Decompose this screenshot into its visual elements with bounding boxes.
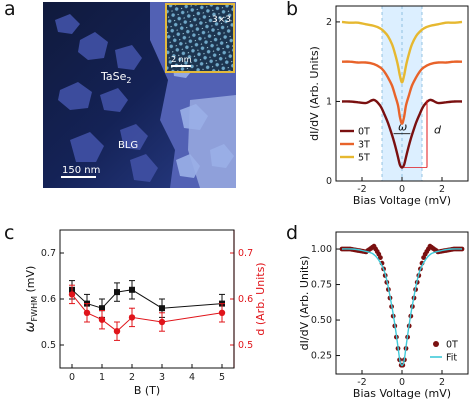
data-point-FWHM: [159, 305, 165, 312]
y-tick-label: 2: [326, 17, 332, 28]
y-tick-label-left: 0.5: [41, 340, 56, 351]
x-tick-label: 1: [99, 372, 105, 383]
y-axis-label: dI/dV (Arb. Units): [298, 256, 311, 351]
series-5T: [341, 20, 463, 84]
x-tick-label: 0: [399, 184, 405, 195]
y-axis-label-left: ωFWHM (mV): [23, 266, 39, 333]
x-tick-label: 0: [69, 372, 75, 383]
inset-scalebar-label: 2 nm: [171, 55, 192, 64]
panel-c-axes: [59, 229, 235, 369]
depth-annotation-label: d: [434, 123, 442, 136]
y-tick-label: 0: [326, 176, 332, 187]
legend-label-5T: 5T: [358, 153, 370, 164]
legend-swatch-0T: [433, 341, 439, 347]
data-point-d: [68, 291, 76, 298]
data-point-d: [128, 314, 136, 321]
x-tick-label: 2: [439, 184, 445, 195]
stm-image-frame: [43, 2, 236, 188]
x-tick-label: 4: [189, 372, 195, 383]
data-point-FWHM: [129, 286, 135, 293]
y-tick-label: 0.75: [311, 280, 332, 291]
x-axis-label: Bias Voltage (mV): [353, 194, 451, 207]
y-tick-label-right: 0.5: [238, 340, 253, 351]
data-point-d: [113, 328, 121, 335]
panel-b-axes: [335, 5, 469, 182]
legend-label-3T: 3T: [358, 140, 370, 151]
panel-a-label: a: [4, 0, 16, 20]
x-tick-label: 0: [399, 377, 405, 388]
x-tick-label: -2: [357, 377, 366, 388]
y-tick-label-left: 0.7: [41, 248, 56, 259]
legend-label-0T: 0T: [358, 127, 370, 138]
tase2-label: TaSe2: [100, 70, 131, 85]
x-tick-label: 2: [439, 377, 445, 388]
x-axis-label: Bias Voltage (mV): [353, 387, 451, 400]
data-point-d: [158, 318, 166, 326]
series-line-d: [71, 294, 223, 332]
x-tick-label: 3: [159, 372, 165, 383]
series-0T: [341, 98, 463, 169]
scalebar-label: 150 nm: [62, 165, 100, 176]
panel-b-label: b: [286, 0, 299, 20]
data-point-FWHM: [99, 305, 105, 312]
y-tick-label-right: 0.7: [238, 248, 253, 259]
legend-label-fit: Fit: [446, 353, 457, 364]
x-tick-label: -2: [357, 184, 366, 195]
panel-c-label: c: [4, 222, 15, 244]
panel-d-axes: [335, 231, 469, 375]
x-tick-label: 2: [129, 372, 135, 383]
y-axis-label: dI/dV (Arb. Units): [308, 46, 321, 141]
series-fit: [341, 248, 463, 367]
data-point-0T: [378, 255, 383, 260]
y-tick-label: 0.25: [311, 351, 332, 362]
y-tick-label-right: 0.6: [238, 294, 253, 305]
series-3T: [341, 60, 463, 125]
x-axis-label: B (T): [134, 384, 160, 397]
panel-d-label: d: [286, 222, 299, 244]
panel-d-chart: -2 0 2 0.25 0.50 0.75 1.00 Bias Voltage (mV) dI/…: [298, 243, 465, 400]
y-tick-label: 1: [326, 96, 332, 107]
data-point-FWHM: [114, 289, 120, 296]
blg-label: BLG: [118, 140, 138, 151]
inset-atomic-image: [165, 3, 235, 73]
x-tick-label: 5: [219, 372, 225, 383]
data-point-d: [83, 309, 91, 316]
series-line-FWHM: [71, 289, 223, 309]
y-tick-label: 0.50: [311, 315, 332, 326]
y-tick-label-left: 0.6: [41, 294, 56, 305]
data-point-d: [218, 309, 226, 316]
y-tick-label: 1.00: [311, 244, 332, 255]
width-annotation-label: ω: [398, 121, 407, 134]
data-point-d: [98, 316, 106, 323]
legend-label-0T: 0T: [446, 340, 458, 351]
inset-3x3-label: 3×3: [212, 15, 231, 25]
y-axis-label-right: d (Arb. Units): [254, 262, 267, 335]
